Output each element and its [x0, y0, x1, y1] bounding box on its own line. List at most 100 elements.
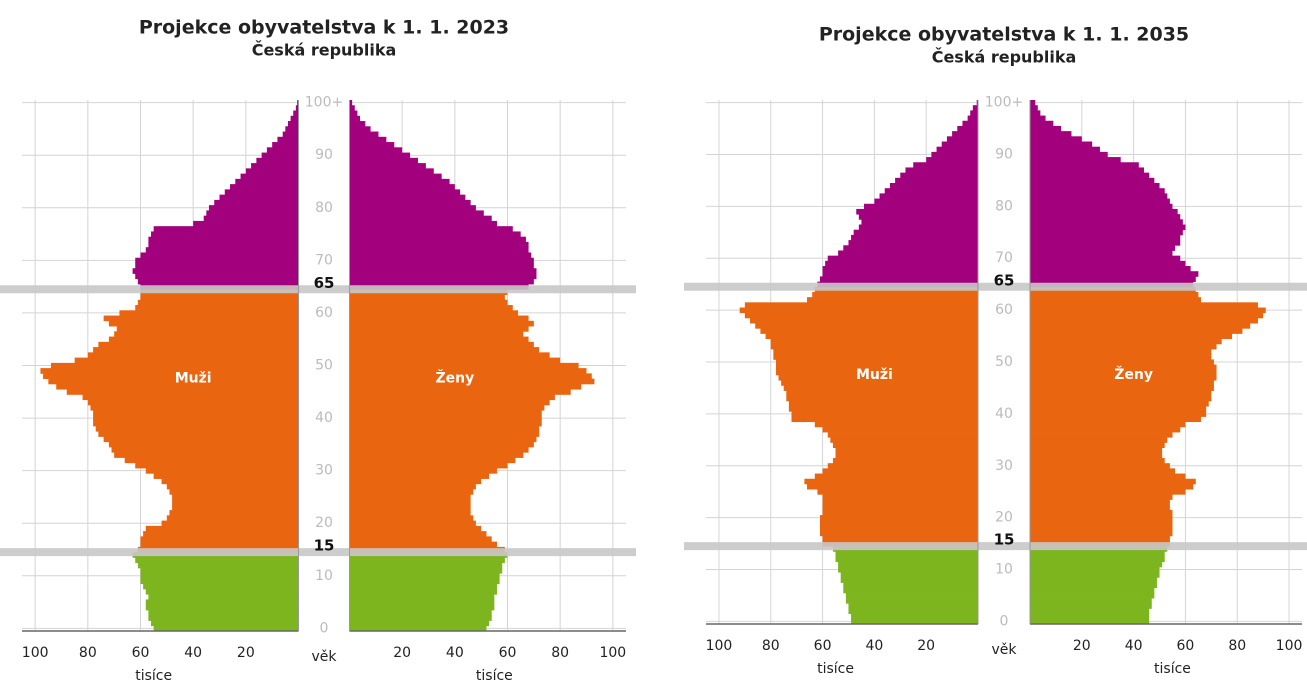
bar	[349, 504, 471, 511]
x-tick-label: 100	[706, 638, 733, 654]
chart-subtitle: Česká republika	[252, 41, 397, 60]
bar	[1030, 136, 1082, 142]
chart-subtitle: Česká republika	[932, 48, 1077, 67]
bar	[1030, 105, 1038, 111]
bar	[219, 194, 299, 201]
bar	[1030, 395, 1212, 402]
age-tick-label: 90	[995, 146, 1013, 162]
age-tick-label: 40	[315, 410, 333, 426]
bar	[349, 394, 555, 401]
threshold-label: 65	[994, 271, 1015, 289]
bar	[349, 420, 542, 427]
bar	[140, 252, 299, 259]
bar	[819, 525, 978, 532]
bar	[349, 436, 537, 443]
bar	[814, 421, 978, 428]
bar	[50, 362, 299, 369]
bar	[349, 483, 476, 490]
x-tick-label: 60	[814, 638, 832, 654]
bar	[90, 404, 299, 411]
bar	[206, 210, 299, 217]
bar	[840, 572, 978, 578]
bar	[1030, 291, 1199, 298]
bar	[349, 431, 540, 437]
bar	[1030, 608, 1150, 615]
bar	[349, 352, 550, 359]
bar	[40, 368, 299, 374]
bar	[153, 473, 299, 479]
age-tick-label: 20	[315, 515, 333, 531]
bar	[814, 473, 978, 480]
x-tick-label: 20	[1073, 638, 1091, 654]
bar	[853, 229, 978, 236]
bar	[1030, 478, 1196, 485]
bar	[1030, 577, 1157, 583]
bar	[349, 525, 482, 532]
bar	[1030, 328, 1243, 334]
bar	[349, 231, 521, 238]
bar	[349, 536, 492, 543]
age-tick-label: 40	[995, 406, 1013, 422]
bar	[941, 141, 978, 148]
bar	[957, 125, 978, 132]
bar	[161, 520, 299, 527]
bar	[931, 151, 978, 158]
bar	[143, 583, 299, 590]
bar	[349, 499, 471, 506]
bar	[1030, 551, 1165, 557]
x-tick-label: 40	[446, 645, 464, 661]
age-tick-label: 50	[995, 354, 1013, 370]
bar	[812, 291, 978, 298]
bar	[1030, 374, 1217, 381]
bar	[1030, 442, 1165, 449]
bar	[1030, 208, 1178, 215]
bar	[349, 599, 495, 606]
bar	[145, 604, 299, 611]
bar	[349, 347, 540, 353]
bar	[822, 499, 978, 506]
bar	[936, 146, 978, 153]
bar	[1030, 338, 1222, 345]
bar	[1030, 120, 1054, 127]
age-tick-label: 100+	[985, 95, 1023, 111]
bar	[1030, 177, 1155, 184]
bar	[349, 362, 579, 369]
bar	[349, 515, 474, 521]
bar	[1030, 613, 1150, 620]
bar	[349, 121, 366, 127]
x-axis-label: tisíce	[476, 668, 513, 684]
bar	[807, 483, 978, 490]
bar	[744, 302, 978, 308]
bar	[775, 359, 978, 365]
bar	[773, 354, 978, 360]
age-tick-label: 10	[995, 562, 1013, 578]
x-tick-label: 80	[79, 645, 97, 661]
bar	[1030, 260, 1186, 267]
bar	[282, 131, 299, 138]
bar	[145, 588, 299, 595]
bar	[169, 510, 299, 516]
bar	[151, 231, 299, 238]
bar	[349, 199, 471, 206]
bar	[1030, 100, 1036, 106]
bar	[874, 198, 978, 205]
bar	[739, 307, 978, 314]
age-tick-label: 10	[315, 568, 333, 584]
age-tick-label: 80	[315, 200, 333, 216]
bar	[349, 257, 534, 264]
bar	[349, 241, 529, 248]
age-tick-label: 70	[315, 252, 333, 268]
bar	[1030, 463, 1170, 469]
bar	[1030, 349, 1212, 355]
bar	[193, 220, 299, 227]
bar	[98, 341, 299, 348]
bar	[349, 478, 482, 485]
bar	[349, 583, 497, 590]
bar	[349, 457, 516, 464]
bar	[786, 395, 978, 402]
bar	[1030, 561, 1163, 568]
bar	[1030, 385, 1214, 391]
bar	[140, 567, 299, 574]
bar	[137, 562, 299, 569]
bar	[848, 603, 978, 609]
